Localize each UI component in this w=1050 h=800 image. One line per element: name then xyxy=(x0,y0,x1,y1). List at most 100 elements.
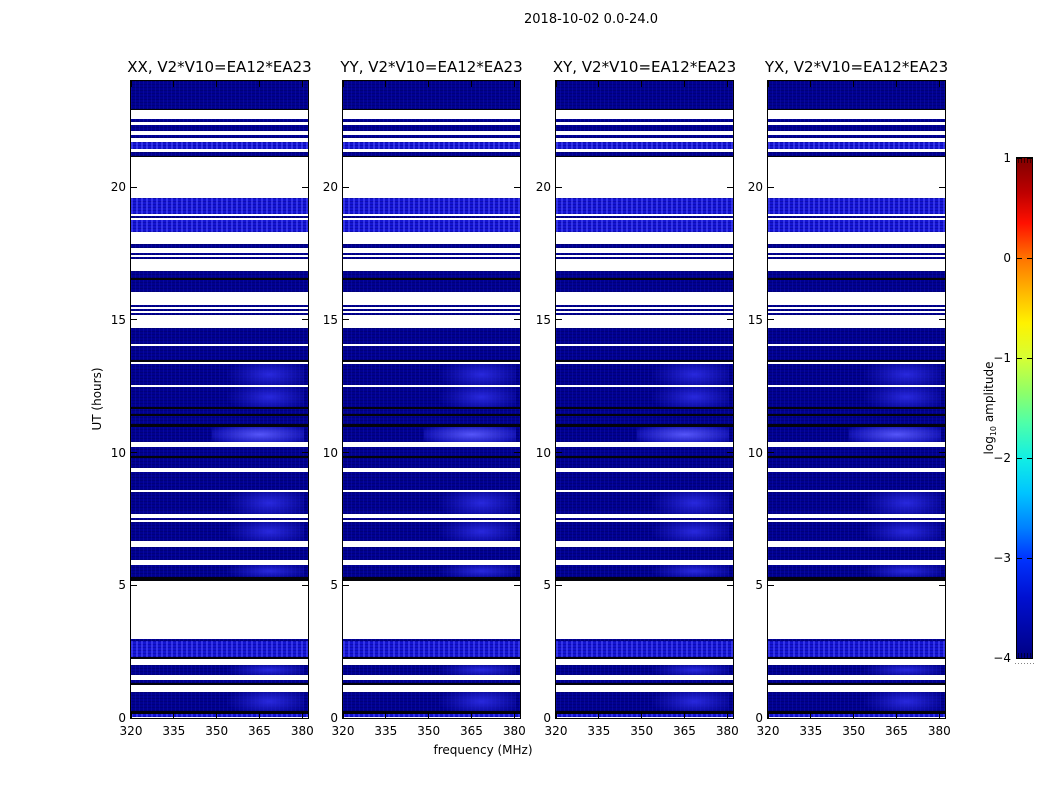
y-tick-mark xyxy=(343,584,349,586)
band-data xyxy=(556,518,733,520)
band-black xyxy=(343,656,520,660)
band-white xyxy=(343,684,520,692)
panel-title-xx: XX, V2*V10=EA12*EA23 xyxy=(127,58,312,76)
band-data xyxy=(768,243,945,249)
band-data xyxy=(343,151,520,156)
y-tick-mark xyxy=(768,186,774,188)
band-data xyxy=(343,270,520,279)
x-tick-mark xyxy=(385,81,387,87)
y-tick-label: 0 xyxy=(118,711,126,725)
band-black xyxy=(131,278,308,281)
band-black xyxy=(131,682,308,685)
band-white xyxy=(556,362,733,365)
band-hotright xyxy=(131,364,308,385)
x-tick-mark xyxy=(768,81,769,87)
band-white xyxy=(556,684,733,692)
band-black xyxy=(556,423,733,427)
band-data xyxy=(343,305,520,308)
band-black xyxy=(768,406,945,410)
y-tick-mark xyxy=(939,452,945,454)
band-data xyxy=(343,327,520,345)
y-tick-mark xyxy=(514,717,520,718)
band-white xyxy=(556,314,733,328)
band-data xyxy=(343,252,520,255)
band-white xyxy=(556,217,733,220)
band-white xyxy=(131,130,308,136)
band-white xyxy=(343,467,520,473)
band-data xyxy=(131,472,308,490)
band-black xyxy=(556,406,733,410)
spectrogram-yx xyxy=(767,80,946,719)
y-tick-mark xyxy=(556,319,562,321)
x-tick-mark xyxy=(343,81,344,87)
band-white xyxy=(343,137,520,143)
x-tick-mark xyxy=(216,81,218,87)
band-data xyxy=(343,409,520,414)
band-black xyxy=(556,577,733,582)
band-hotbright xyxy=(343,426,520,443)
band-bright xyxy=(768,714,945,717)
band-data xyxy=(343,458,520,468)
band-data xyxy=(556,305,733,308)
x-tick-label: 380 xyxy=(502,724,526,738)
band-black xyxy=(768,108,945,111)
band-hotright xyxy=(343,564,520,578)
band-white xyxy=(768,560,945,565)
y-tick-mark xyxy=(727,319,733,321)
band-bright xyxy=(343,142,520,150)
band-data xyxy=(768,409,945,414)
band-data xyxy=(131,679,308,683)
band-white xyxy=(131,258,308,271)
band-white xyxy=(768,384,945,388)
band-white xyxy=(768,541,945,547)
band-data xyxy=(343,215,520,218)
band-white xyxy=(131,254,308,257)
y-tick-mark xyxy=(302,452,308,454)
colorbar-label-post: amplitude xyxy=(981,361,996,426)
band-white xyxy=(556,110,733,119)
band-hotright xyxy=(343,521,520,542)
band-data xyxy=(131,518,308,520)
band-data xyxy=(131,81,308,109)
panel-yx: YX, V2*V10=EA12*EA23 320 335 350 365 380 20 15 1… xyxy=(748,58,951,738)
x-tick-mark xyxy=(173,712,175,718)
band-data xyxy=(768,546,945,561)
y-tick-mark xyxy=(302,319,308,321)
band-black xyxy=(131,406,308,410)
band-hotright xyxy=(131,564,308,578)
band-hotright xyxy=(131,665,308,676)
y-axis-label: UT (hours) xyxy=(90,367,104,431)
x-axis-label: frequency (MHz) xyxy=(433,743,533,757)
band-white xyxy=(556,467,733,473)
band-data xyxy=(556,327,733,345)
band-bright xyxy=(131,714,308,717)
band-data xyxy=(343,81,520,109)
y-tick-mark xyxy=(556,186,562,188)
x-tick-mark xyxy=(641,712,643,718)
band-data xyxy=(343,125,520,131)
colorbar-minor-dots xyxy=(1015,663,1034,664)
band-black xyxy=(343,413,520,416)
band-white xyxy=(768,258,945,271)
y-tick-mark xyxy=(939,186,945,188)
band-white xyxy=(556,519,733,522)
band-black xyxy=(768,423,945,427)
y-tick-mark xyxy=(556,717,562,718)
band-black xyxy=(768,413,945,416)
band-white xyxy=(343,248,520,253)
colorbar-tick-mark xyxy=(1017,157,1022,159)
band-white xyxy=(131,581,308,639)
band-black xyxy=(768,360,945,363)
band-bright xyxy=(131,142,308,150)
band-data xyxy=(131,135,308,138)
band-bright xyxy=(556,142,733,150)
spectrogram-xx xyxy=(130,80,309,719)
y-tick-label: 10 xyxy=(535,445,551,460)
band-hotbright xyxy=(131,426,308,443)
y-tick-mark xyxy=(727,717,733,718)
x-tick-label: 335 xyxy=(162,724,186,738)
y-tick-mark xyxy=(768,717,774,718)
band-white xyxy=(131,513,308,519)
band-data xyxy=(343,280,520,292)
